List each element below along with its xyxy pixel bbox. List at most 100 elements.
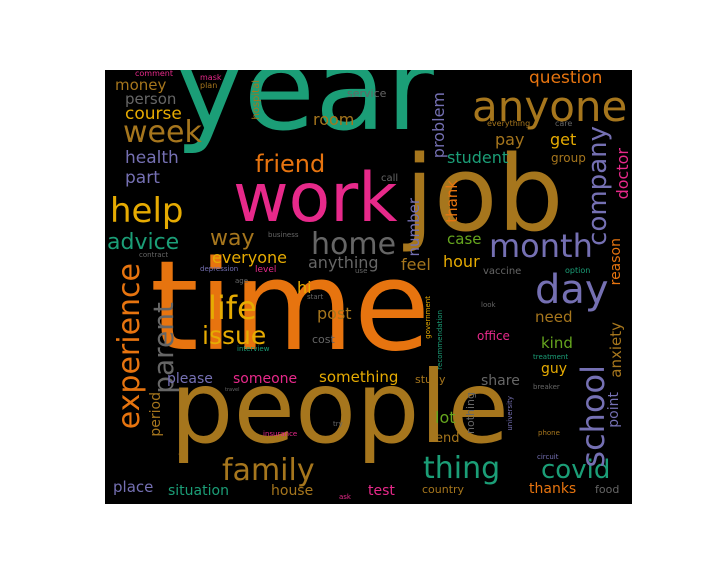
word-recommendation: recommendation xyxy=(436,310,444,370)
word-time: time xyxy=(150,235,431,379)
word-end: end xyxy=(435,431,460,446)
word-thing: thing xyxy=(423,451,501,486)
word-food: food xyxy=(595,483,620,496)
word-try: try xyxy=(333,420,343,428)
word-part: part xyxy=(125,168,160,188)
word-school: school xyxy=(574,365,612,468)
word-guy: guy xyxy=(541,361,568,377)
word-ask: ask xyxy=(339,493,351,501)
word-nothing: nothing xyxy=(464,392,477,434)
word-course: course xyxy=(125,104,182,124)
word-need: need xyxy=(535,308,573,326)
word-service: service xyxy=(347,87,387,100)
word-vaccine: vaccine xyxy=(483,266,522,277)
word-hospital: hospital xyxy=(251,80,262,120)
word-cost: cost xyxy=(312,333,335,346)
word-case: case xyxy=(447,230,482,248)
word-lot: lot xyxy=(435,408,456,427)
word-thanks: thanks xyxy=(529,481,577,497)
word-option: option xyxy=(565,266,591,275)
word-office: office xyxy=(477,329,510,343)
word-everything: everything xyxy=(487,119,531,128)
word-please: please xyxy=(167,371,213,387)
word-experience: experience xyxy=(112,263,147,430)
word-pay: pay xyxy=(495,130,525,149)
word-study: study xyxy=(415,373,446,386)
word-breaker: breaker xyxy=(533,383,560,391)
word-circuit: circuit xyxy=(537,453,559,461)
word-money: money xyxy=(115,76,167,94)
word-doctor: doctor xyxy=(613,148,632,200)
word-kind: kind xyxy=(541,334,573,352)
word-point: point xyxy=(606,392,622,428)
word-job: job xyxy=(405,133,564,255)
word-age: age xyxy=(235,277,249,285)
word-everyone: everyone xyxy=(212,248,287,267)
word-advance: advance xyxy=(178,432,186,462)
word-people: people xyxy=(170,349,509,466)
word-plan: plan xyxy=(200,81,218,90)
word-get: get xyxy=(550,130,577,149)
word-feel: feel xyxy=(401,255,431,274)
word-share: share xyxy=(481,373,520,389)
word-thank: thank xyxy=(443,180,461,223)
word-day: day xyxy=(535,267,609,313)
word-hour: hour xyxy=(443,252,480,271)
word-comment: comment xyxy=(135,70,174,78)
word-work: work xyxy=(233,159,398,238)
word-country: country xyxy=(422,483,465,496)
word-look: look xyxy=(481,301,496,309)
word-person: person xyxy=(125,90,177,108)
word-issue: issue xyxy=(202,321,267,350)
word-university: university xyxy=(506,396,514,431)
word-hi: hi xyxy=(297,278,312,297)
word-call: call xyxy=(381,173,399,184)
word-anything: anything xyxy=(308,253,379,272)
word-period: period xyxy=(148,392,164,437)
word-group: group xyxy=(551,151,586,165)
word-life: life xyxy=(208,289,257,327)
word-phone: phone xyxy=(538,429,560,437)
word-something: something xyxy=(319,368,399,386)
word-friend: friend xyxy=(255,150,326,178)
word-cloud: time year people job work anyone week he… xyxy=(105,70,632,504)
word-start: start xyxy=(307,293,324,301)
word-family: family xyxy=(222,453,315,488)
word-interview: interview xyxy=(237,345,270,353)
word-way: way xyxy=(210,226,255,251)
word-test: test xyxy=(368,483,395,499)
word-reason: reason xyxy=(608,238,624,286)
word-anyone: anyone xyxy=(472,82,628,131)
word-situation: situation xyxy=(168,483,229,499)
word-question: question xyxy=(529,70,603,88)
word-post: post xyxy=(317,304,352,323)
word-number: number xyxy=(405,198,423,257)
word-use: use xyxy=(355,267,368,275)
word-government: government xyxy=(424,296,432,339)
word-care: care xyxy=(555,119,573,128)
word-someone: someone xyxy=(233,371,298,387)
word-problem: problem xyxy=(429,92,448,159)
word-insurance: insurance xyxy=(263,430,298,438)
word-house: house xyxy=(271,483,314,499)
word-week: week xyxy=(123,115,202,150)
word-place: place xyxy=(113,478,154,496)
word-health: health xyxy=(125,148,179,168)
word-room: room xyxy=(313,110,355,129)
word-advice: advice xyxy=(107,230,180,255)
word-month: month xyxy=(489,227,593,265)
word-level: level xyxy=(255,265,277,275)
word-covid: covid xyxy=(541,455,611,485)
word-anxiety: anxiety xyxy=(607,322,625,378)
word-home: home xyxy=(311,227,397,262)
word-company: company xyxy=(583,126,613,246)
word-travel: travel xyxy=(225,387,240,393)
word-contract: contract xyxy=(139,251,169,259)
word-student: student xyxy=(447,148,509,167)
word-treatment: treatment xyxy=(533,353,569,361)
word-business: business xyxy=(268,231,299,239)
word-depression: depression xyxy=(200,265,239,273)
word-help: help xyxy=(110,191,184,231)
word-mask: mask xyxy=(200,73,222,82)
word-year: year xyxy=(175,70,434,157)
